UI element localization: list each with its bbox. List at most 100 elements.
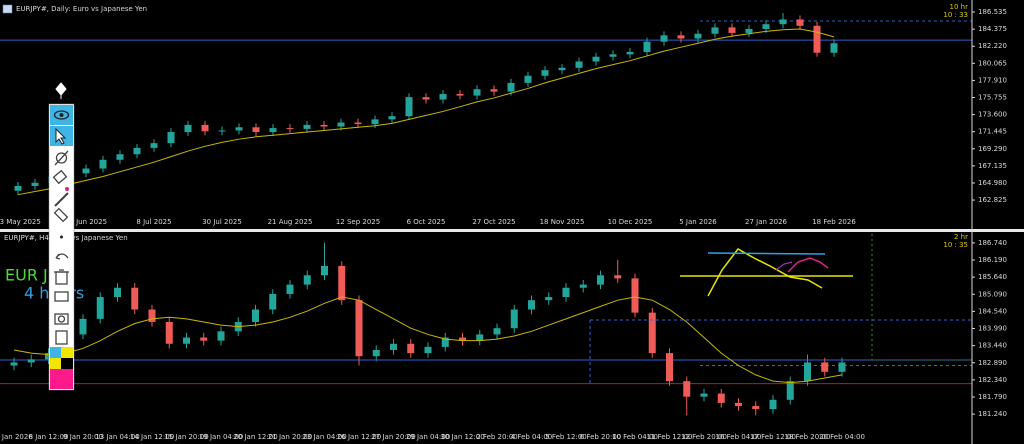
candle-body	[184, 124, 192, 133]
candle-body	[683, 381, 691, 397]
candle-body	[490, 89, 498, 92]
candle-body	[388, 116, 396, 120]
tool-delete-lid	[54, 269, 69, 273]
candle-body	[114, 287, 121, 298]
candle-body	[390, 343, 397, 350]
candle-body	[96, 297, 104, 319]
candle-body	[338, 265, 346, 301]
candle-body	[131, 287, 139, 310]
candle-body	[269, 293, 277, 310]
color-swatch[interactable]	[50, 358, 61, 369]
moving-average	[13, 296, 843, 384]
y-tick-label: 181.790	[978, 393, 1007, 401]
drawing-toolbar	[48, 82, 75, 391]
x-tick-label: 21 Jan 20:00	[268, 433, 312, 441]
x-tick-label: 2 Feb 20:00	[476, 433, 517, 441]
tool-objects[interactable]	[54, 291, 69, 302]
tool-screenshot[interactable]	[54, 313, 69, 325]
drawn-curve	[787, 257, 829, 273]
candle-body	[796, 19, 804, 26]
y-tick-label: 162.825	[978, 196, 1007, 204]
candle-body	[286, 284, 294, 294]
eye-icon	[53, 110, 70, 120]
tool-magnet[interactable]	[55, 152, 68, 164]
x-tick-label: 16 Feb 04:00	[716, 433, 762, 441]
candle-body	[235, 127, 243, 131]
bar-timer: 10 : 33	[943, 11, 968, 19]
pen-icon[interactable]	[55, 82, 67, 99]
candle-body	[545, 297, 553, 301]
candle-body	[183, 337, 190, 344]
candle-body	[99, 159, 107, 169]
candle-body	[456, 93, 464, 96]
candle-body	[648, 312, 656, 354]
tool-ruler[interactable]	[53, 207, 69, 223]
x-tick-label: 13 Jan 04:00	[95, 433, 139, 441]
candle-body	[133, 147, 141, 155]
candle-body	[407, 343, 415, 354]
candle-body	[200, 337, 208, 341]
x-tick-label: 29 Jan 04:00	[406, 433, 450, 441]
candle-body	[813, 25, 821, 53]
y-tick-label: 175.755	[978, 94, 1007, 102]
candle-body	[31, 182, 39, 186]
candle-body	[728, 27, 736, 33]
x-tick-label: 20 Feb 04:00	[819, 433, 865, 441]
tool-eraser[interactable]	[52, 169, 68, 185]
x-tick-label: 9 Jan 20:00	[63, 433, 103, 441]
panel-separator	[0, 229, 1024, 232]
candle-body	[609, 54, 617, 57]
candle-body	[631, 278, 639, 313]
candle-body	[422, 97, 430, 100]
camera-lens	[57, 315, 66, 323]
x-tick-label: 5 Feb 12:00	[545, 433, 586, 441]
x-tick-label: 23 May 2025	[0, 218, 41, 226]
candle-body	[337, 122, 345, 127]
moving-average	[17, 28, 835, 196]
x-tick-label: 23 Jan 04:00	[302, 433, 346, 441]
x-tick-label: 12 Feb 20:00	[681, 433, 727, 441]
candle-body	[626, 51, 634, 55]
y-tick-label: 183.440	[978, 342, 1007, 350]
candle-body	[165, 321, 173, 344]
candle-body	[354, 122, 362, 125]
tool-undo[interactable]	[55, 253, 69, 260]
candle-body	[405, 97, 413, 117]
candle-body	[441, 337, 449, 347]
candle-body	[82, 168, 90, 174]
candle-body	[45, 353, 52, 360]
candle-body	[745, 28, 753, 33]
tool-magnet-strike	[54, 150, 69, 166]
drawn-curve	[707, 248, 823, 297]
tool-line[interactable]	[54, 192, 69, 207]
candle-body	[711, 27, 719, 34]
x-tick-label: 16 Jun 2025	[65, 218, 107, 226]
y-tick-label: 182.890	[978, 359, 1007, 367]
y-tick-label: 182.220	[978, 42, 1007, 50]
candle-body	[439, 93, 447, 100]
x-tick-label: 26 Jan 12:00	[337, 433, 381, 441]
candle-body	[575, 61, 583, 68]
candle-body	[10, 362, 18, 366]
window-icon[interactable]	[2, 4, 13, 14]
x-tick-label: 17 Feb 12:00	[750, 433, 796, 441]
status-dot	[65, 187, 69, 191]
plots: 186.535 184.375 182.220 180.065 177.910 175.7…	[0, 3, 1007, 441]
candle-body	[167, 132, 175, 144]
candle-body	[201, 124, 209, 132]
color-swatch[interactable]	[61, 358, 73, 369]
candle-body	[303, 124, 311, 129]
candle-body	[476, 334, 484, 341]
y-tick-label: 167.135	[978, 162, 1007, 170]
color-swatch[interactable]	[61, 347, 73, 358]
tool-templates[interactable]	[55, 330, 68, 345]
x-tick-label: 6 Feb 20:00	[580, 433, 621, 441]
color-swatch[interactable]	[50, 347, 61, 358]
x-tick-label: 8 Jan 12:00	[29, 433, 69, 441]
color-swatch[interactable]	[50, 369, 73, 389]
y-tick-label: 181.240	[978, 410, 1007, 418]
candle-body	[493, 328, 501, 335]
candle-body	[303, 275, 311, 285]
candle-body	[694, 33, 702, 39]
